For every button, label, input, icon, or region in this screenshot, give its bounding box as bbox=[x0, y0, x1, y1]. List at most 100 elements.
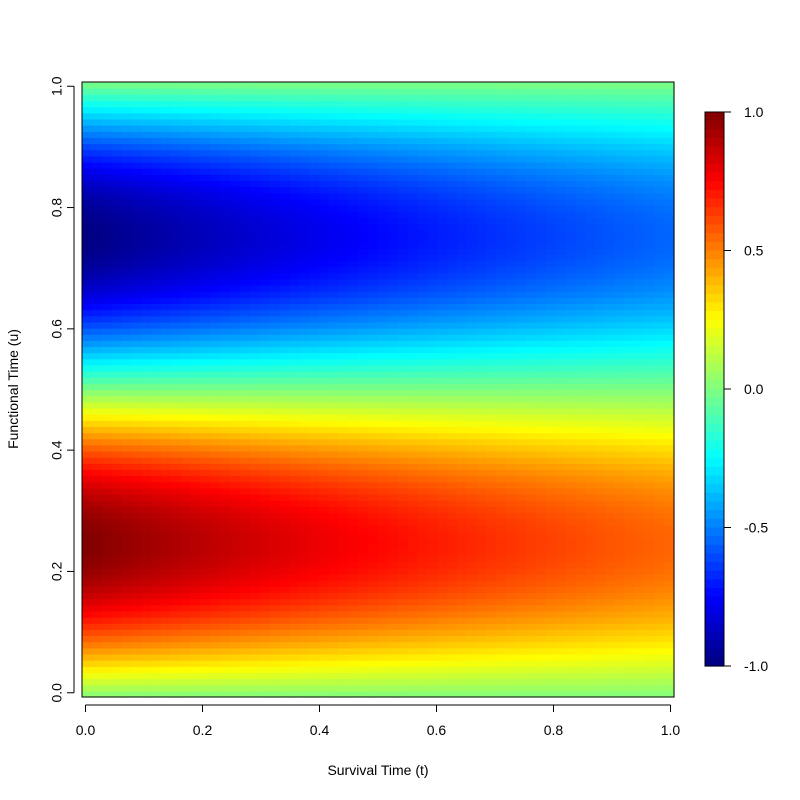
heatmap-cell bbox=[259, 371, 271, 378]
heatmap-cell bbox=[279, 284, 290, 292]
heatmap-cell bbox=[486, 371, 497, 378]
heatmap-cell bbox=[82, 198, 93, 206]
heatmap-cell bbox=[269, 678, 280, 686]
heatmap-cell bbox=[200, 254, 211, 261]
heatmap-cell bbox=[82, 512, 93, 520]
heatmap-cell bbox=[476, 125, 488, 132]
heatmap-cell bbox=[417, 518, 428, 526]
heatmap-cell bbox=[526, 161, 537, 169]
heatmap-cell bbox=[180, 487, 192, 495]
heatmap-cell bbox=[407, 610, 419, 618]
heatmap-cell bbox=[190, 88, 201, 95]
heatmap-cell bbox=[121, 500, 132, 507]
heatmap-cell bbox=[141, 469, 152, 477]
heatmap-cell bbox=[249, 451, 261, 458]
heatmap-cell bbox=[407, 481, 419, 489]
heatmap-cells bbox=[82, 82, 675, 698]
heatmap-cell bbox=[387, 678, 399, 686]
heatmap-cell bbox=[407, 580, 419, 587]
heatmap-cell bbox=[121, 580, 132, 587]
heatmap-cell bbox=[387, 229, 399, 237]
heatmap-cell bbox=[170, 346, 182, 354]
heatmap-cell bbox=[131, 487, 142, 495]
heatmap-cell bbox=[486, 248, 497, 255]
heatmap-cell bbox=[111, 112, 123, 120]
heatmap-cell bbox=[348, 254, 359, 261]
heatmap-cell bbox=[82, 549, 93, 557]
heatmap-cell bbox=[545, 82, 557, 89]
heatmap-cell bbox=[368, 653, 379, 661]
heatmap-cell bbox=[210, 174, 221, 181]
heatmap-cell bbox=[456, 451, 468, 458]
heatmap-cell bbox=[437, 94, 448, 102]
heatmap-cell bbox=[279, 278, 290, 286]
heatmap-cell bbox=[318, 463, 330, 471]
heatmap-cell bbox=[486, 143, 497, 151]
heatmap-cell bbox=[101, 211, 113, 218]
heatmap-cell bbox=[466, 241, 478, 249]
heatmap-cell bbox=[358, 364, 369, 372]
heatmap-cell bbox=[328, 617, 340, 624]
heatmap-cell bbox=[437, 690, 448, 698]
heatmap-cell bbox=[220, 672, 231, 680]
heatmap-cell bbox=[249, 475, 261, 483]
heatmap-cell bbox=[397, 192, 409, 200]
heatmap-cell bbox=[269, 131, 280, 138]
heatmap-cell bbox=[91, 666, 103, 673]
heatmap-cell bbox=[555, 106, 567, 114]
heatmap-cell bbox=[516, 266, 527, 274]
heatmap-cell bbox=[160, 168, 172, 175]
heatmap-cell bbox=[101, 217, 113, 225]
heatmap-cell bbox=[269, 106, 280, 114]
heatmap-cell bbox=[259, 537, 271, 544]
heatmap-cell bbox=[190, 82, 201, 89]
heatmap-cell bbox=[348, 586, 359, 594]
heatmap-cell bbox=[200, 315, 211, 323]
heatmap-cell bbox=[131, 592, 142, 600]
heatmap-cell bbox=[318, 334, 330, 341]
heatmap-cell bbox=[555, 248, 567, 255]
heatmap-cell bbox=[338, 543, 349, 550]
heatmap-cell bbox=[565, 586, 576, 594]
heatmap-cell bbox=[387, 352, 399, 360]
heatmap-cell bbox=[358, 198, 369, 206]
heatmap-cell bbox=[160, 371, 172, 378]
heatmap-cell bbox=[535, 106, 547, 114]
heatmap-cell bbox=[358, 451, 369, 458]
heatmap-cell bbox=[348, 186, 359, 194]
heatmap-cell bbox=[545, 475, 557, 483]
heatmap-cell bbox=[328, 125, 340, 132]
heatmap-cell bbox=[555, 438, 567, 446]
heatmap-cell bbox=[230, 481, 241, 489]
heatmap-cell bbox=[220, 561, 231, 569]
heatmap-cell bbox=[279, 180, 290, 188]
heatmap-cell bbox=[338, 284, 349, 292]
heatmap-cell bbox=[180, 475, 192, 483]
heatmap-cell bbox=[506, 334, 517, 341]
heatmap-cell bbox=[466, 407, 478, 415]
heatmap-cell bbox=[545, 278, 557, 286]
heatmap-cell bbox=[239, 321, 251, 329]
heatmap-cell bbox=[111, 420, 123, 427]
heatmap-cell bbox=[289, 161, 300, 169]
heatmap-cell bbox=[101, 284, 113, 292]
heatmap-cell bbox=[210, 149, 221, 157]
heatmap-cell bbox=[200, 574, 211, 581]
heatmap-cell bbox=[358, 180, 369, 188]
heatmap-cell bbox=[91, 241, 103, 249]
heatmap-cell bbox=[545, 143, 557, 151]
heatmap-cell bbox=[496, 506, 507, 514]
heatmap-cell bbox=[200, 309, 211, 317]
heatmap-cell bbox=[131, 463, 142, 471]
heatmap-cell bbox=[496, 303, 507, 311]
heatmap-cell bbox=[358, 358, 369, 366]
heatmap-cell bbox=[82, 346, 93, 354]
heatmap-cell bbox=[535, 241, 547, 249]
heatmap-cell bbox=[486, 586, 497, 594]
heatmap-cell bbox=[565, 623, 576, 630]
heatmap-cell bbox=[437, 82, 448, 89]
heatmap-cell bbox=[348, 192, 359, 200]
heatmap-cell bbox=[555, 647, 567, 655]
heatmap-cell bbox=[506, 555, 517, 563]
heatmap-cell bbox=[535, 395, 547, 403]
